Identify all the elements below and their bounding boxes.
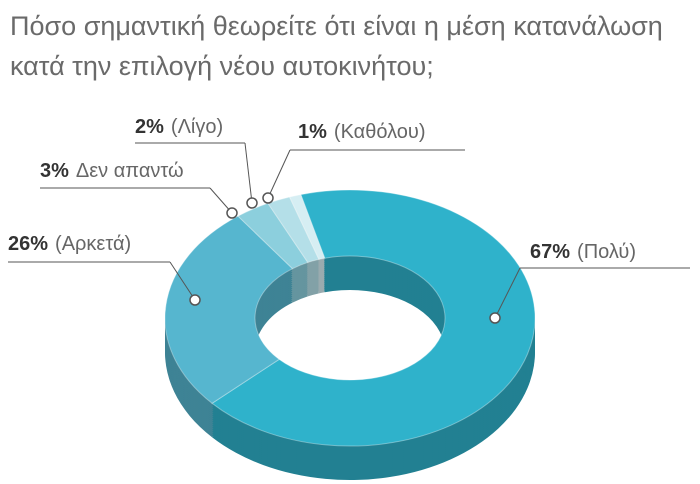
- leader-line: [169, 261, 196, 301]
- leader-line: [494, 267, 521, 319]
- category-label: (Λίγο): [171, 116, 223, 138]
- slice-label: 1% (Καθόλου): [298, 121, 426, 143]
- leader-line: [267, 149, 291, 199]
- leader-line: [244, 142, 253, 204]
- leader-dot: [246, 197, 258, 209]
- leader-dot: [226, 207, 238, 219]
- slice: [164, 215, 294, 404]
- category-label: Δεν απαντώ: [76, 160, 184, 182]
- slice: [237, 202, 309, 270]
- slice-label: 3% Δεν απαντώ: [40, 160, 184, 182]
- value-label: 1%: [298, 121, 327, 143]
- slice-label: 26% (Αρκετά): [8, 233, 131, 255]
- leader-dot: [189, 294, 201, 306]
- slice-label: 67% (Πολύ): [530, 241, 636, 263]
- chart-title: Πόσο σημαντική θεωρείτε ότι είναι η μέση…: [10, 11, 663, 81]
- value-label: 2%: [135, 116, 164, 138]
- category-label: (Πολύ): [577, 241, 636, 263]
- category-label: (Αρκετά): [55, 233, 131, 255]
- slice-label: 2% (Λίγο): [135, 116, 223, 138]
- slice: [211, 189, 536, 447]
- value-label: 26%: [8, 233, 48, 255]
- value-label: 3%: [40, 160, 69, 182]
- slice: [288, 194, 326, 260]
- leader-dot: [262, 192, 274, 204]
- value-label: 67%: [530, 241, 570, 263]
- category-label: (Καθόλου): [334, 121, 426, 143]
- leader-dot: [489, 312, 501, 324]
